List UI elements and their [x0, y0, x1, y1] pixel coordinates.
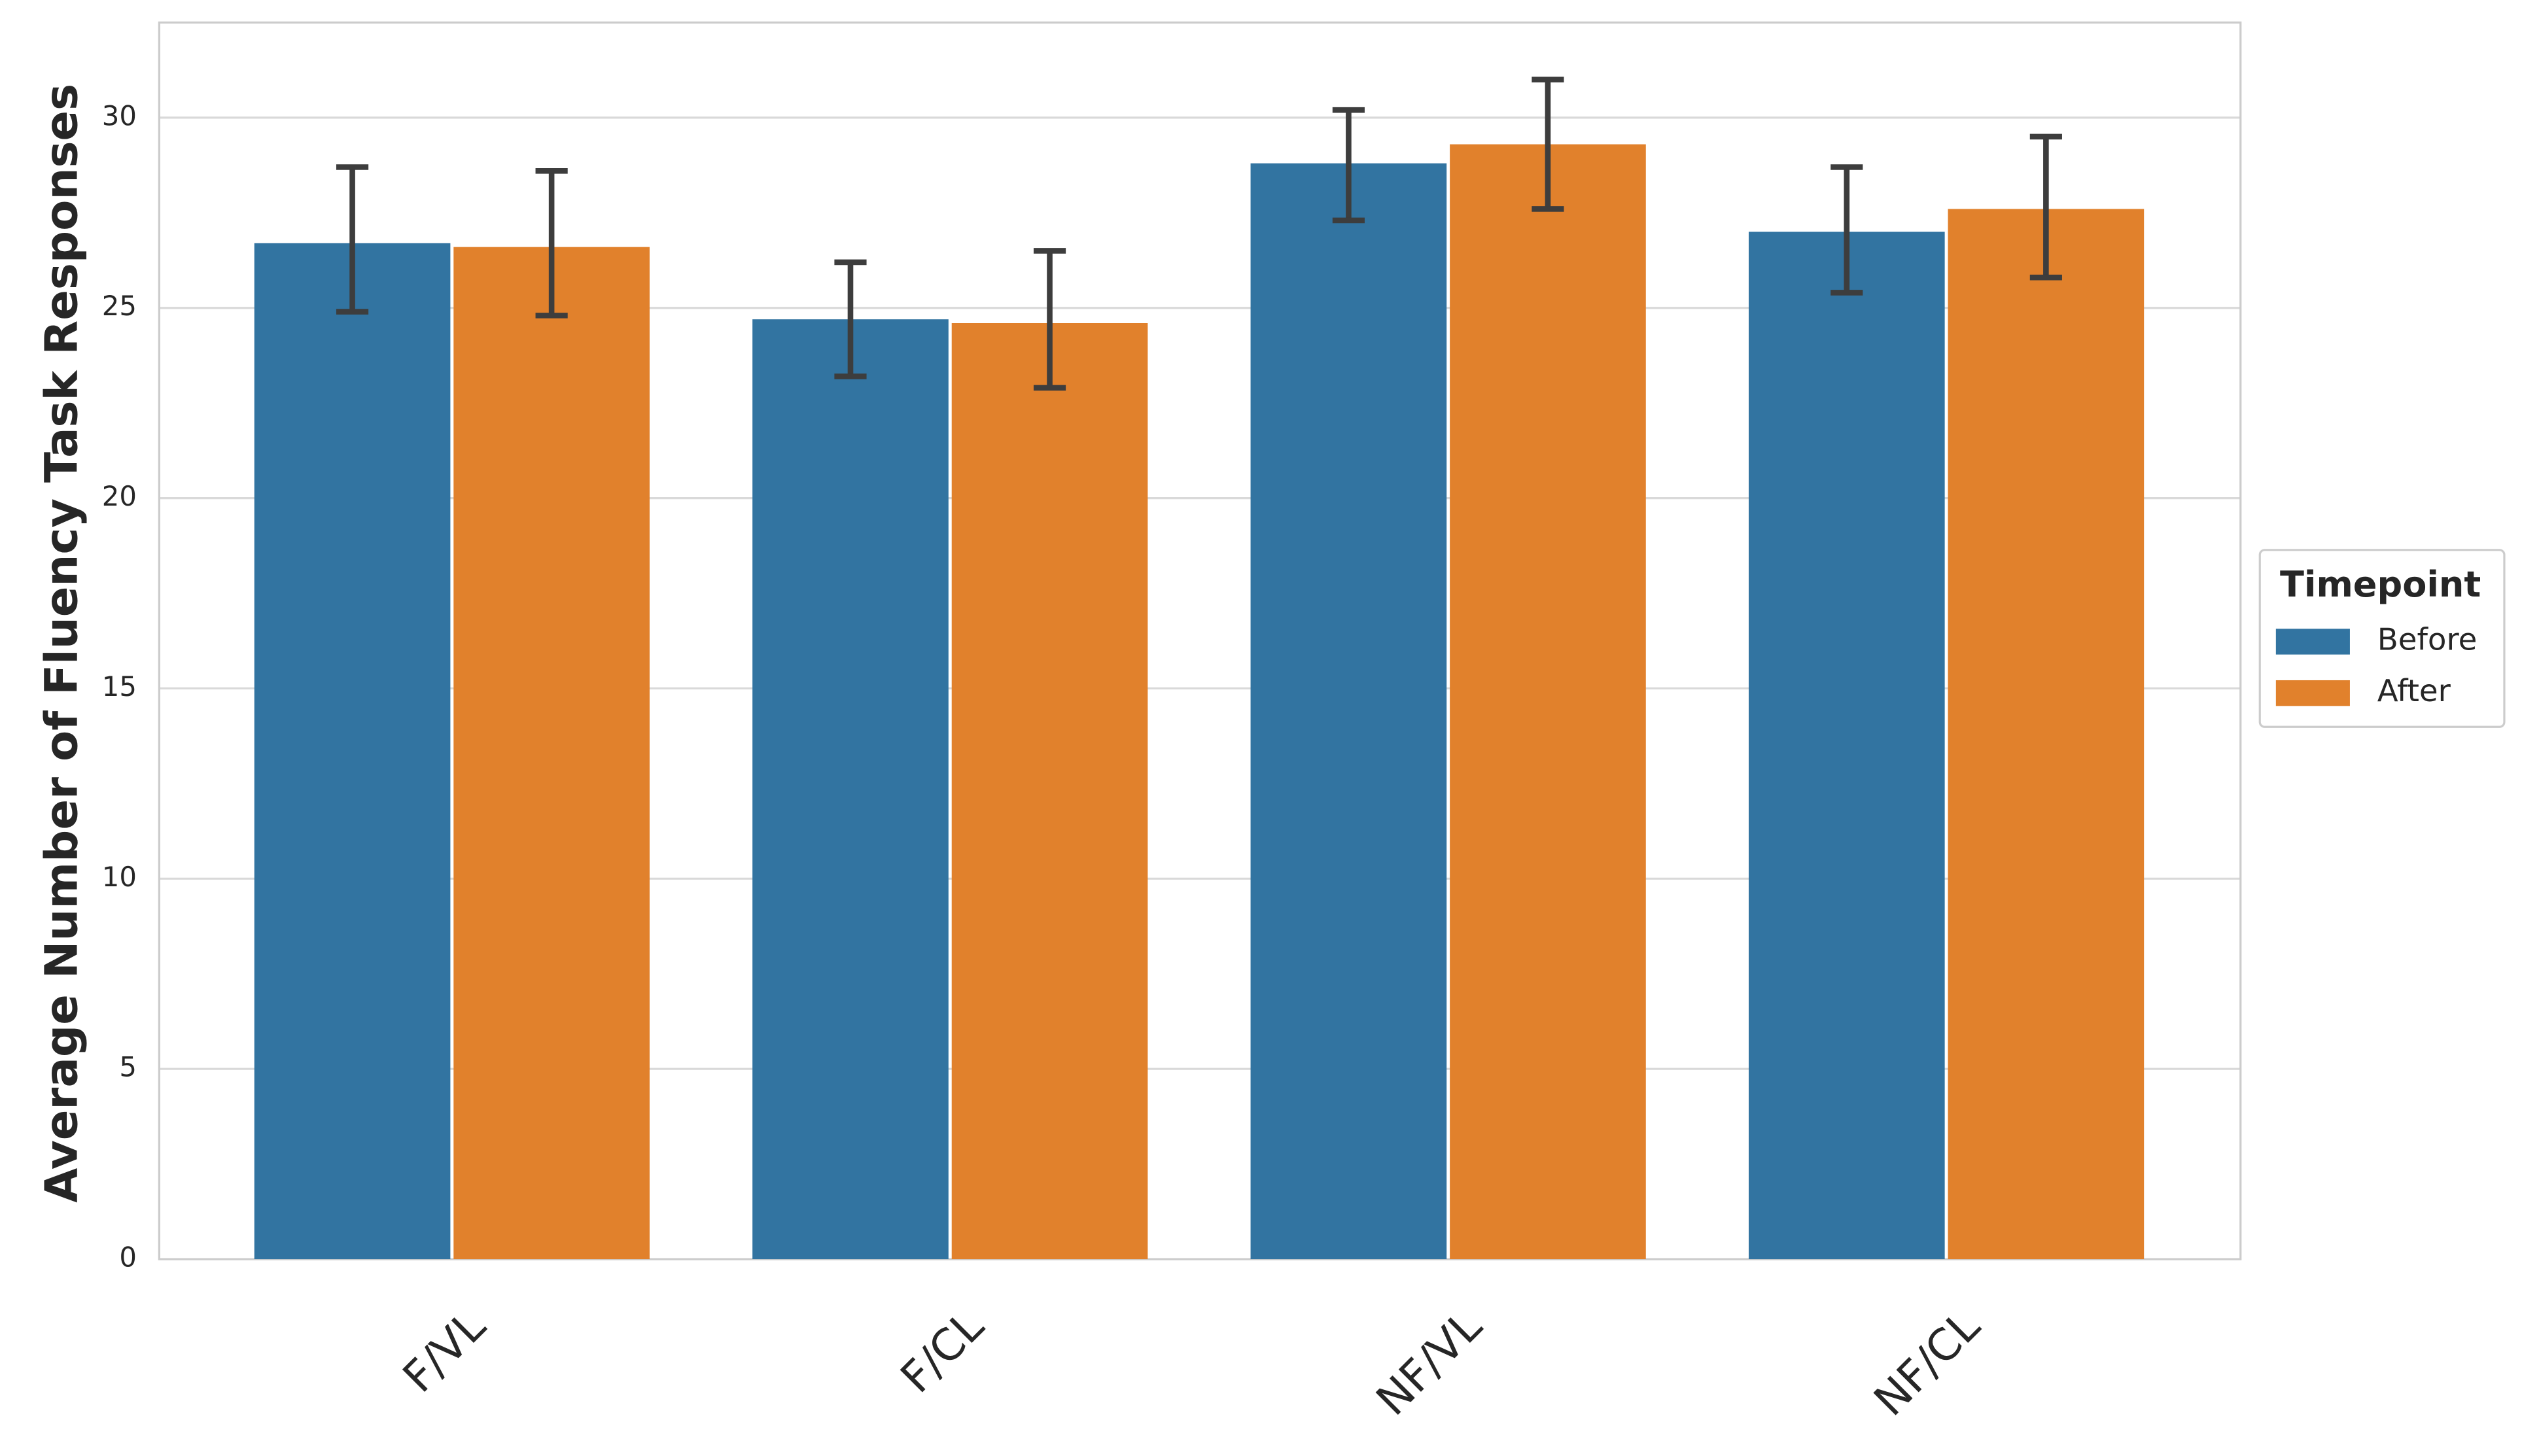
bar	[752, 319, 949, 1260]
y-tick-label: 20	[102, 480, 137, 512]
legend-swatch	[2275, 629, 2350, 655]
error-bar	[535, 168, 568, 319]
legend-title: Timepoint	[2280, 564, 2481, 605]
x-tick-label: F/VL	[393, 1300, 495, 1402]
legend-label: After	[2377, 674, 2451, 709]
error-bar	[834, 259, 867, 379]
bar	[1450, 144, 1646, 1260]
bar	[1250, 163, 1447, 1260]
bar	[1948, 209, 2145, 1260]
error-bar	[1532, 77, 1564, 212]
y-tick-label: 25	[102, 290, 137, 322]
x-tick-label: F/CL	[890, 1300, 993, 1403]
y-tick-label: 0	[119, 1241, 137, 1274]
bar	[453, 247, 650, 1260]
error-bar	[1332, 107, 1365, 224]
y-tick-label: 30	[102, 99, 137, 131]
error-bar	[1033, 248, 1066, 391]
error-bar	[2029, 133, 2062, 281]
y-tick-label: 5	[119, 1051, 137, 1083]
bar	[254, 243, 451, 1260]
y-tick-label: 15	[102, 670, 137, 702]
bar	[951, 323, 1148, 1260]
x-tick-label: NF/VL	[1366, 1300, 1491, 1425]
error-bar	[1830, 164, 1863, 296]
x-tick-label: NF/CL	[1864, 1300, 1989, 1426]
plot-frame	[158, 21, 2242, 1260]
legend-label: Before	[2377, 622, 2478, 657]
y-tick-label: 10	[102, 861, 137, 893]
error-bar	[336, 164, 369, 315]
bar	[1748, 232, 1945, 1260]
legend-swatch	[2275, 680, 2350, 706]
y-axis-label: Average Number of Fluency Task Responses	[35, 84, 88, 1203]
